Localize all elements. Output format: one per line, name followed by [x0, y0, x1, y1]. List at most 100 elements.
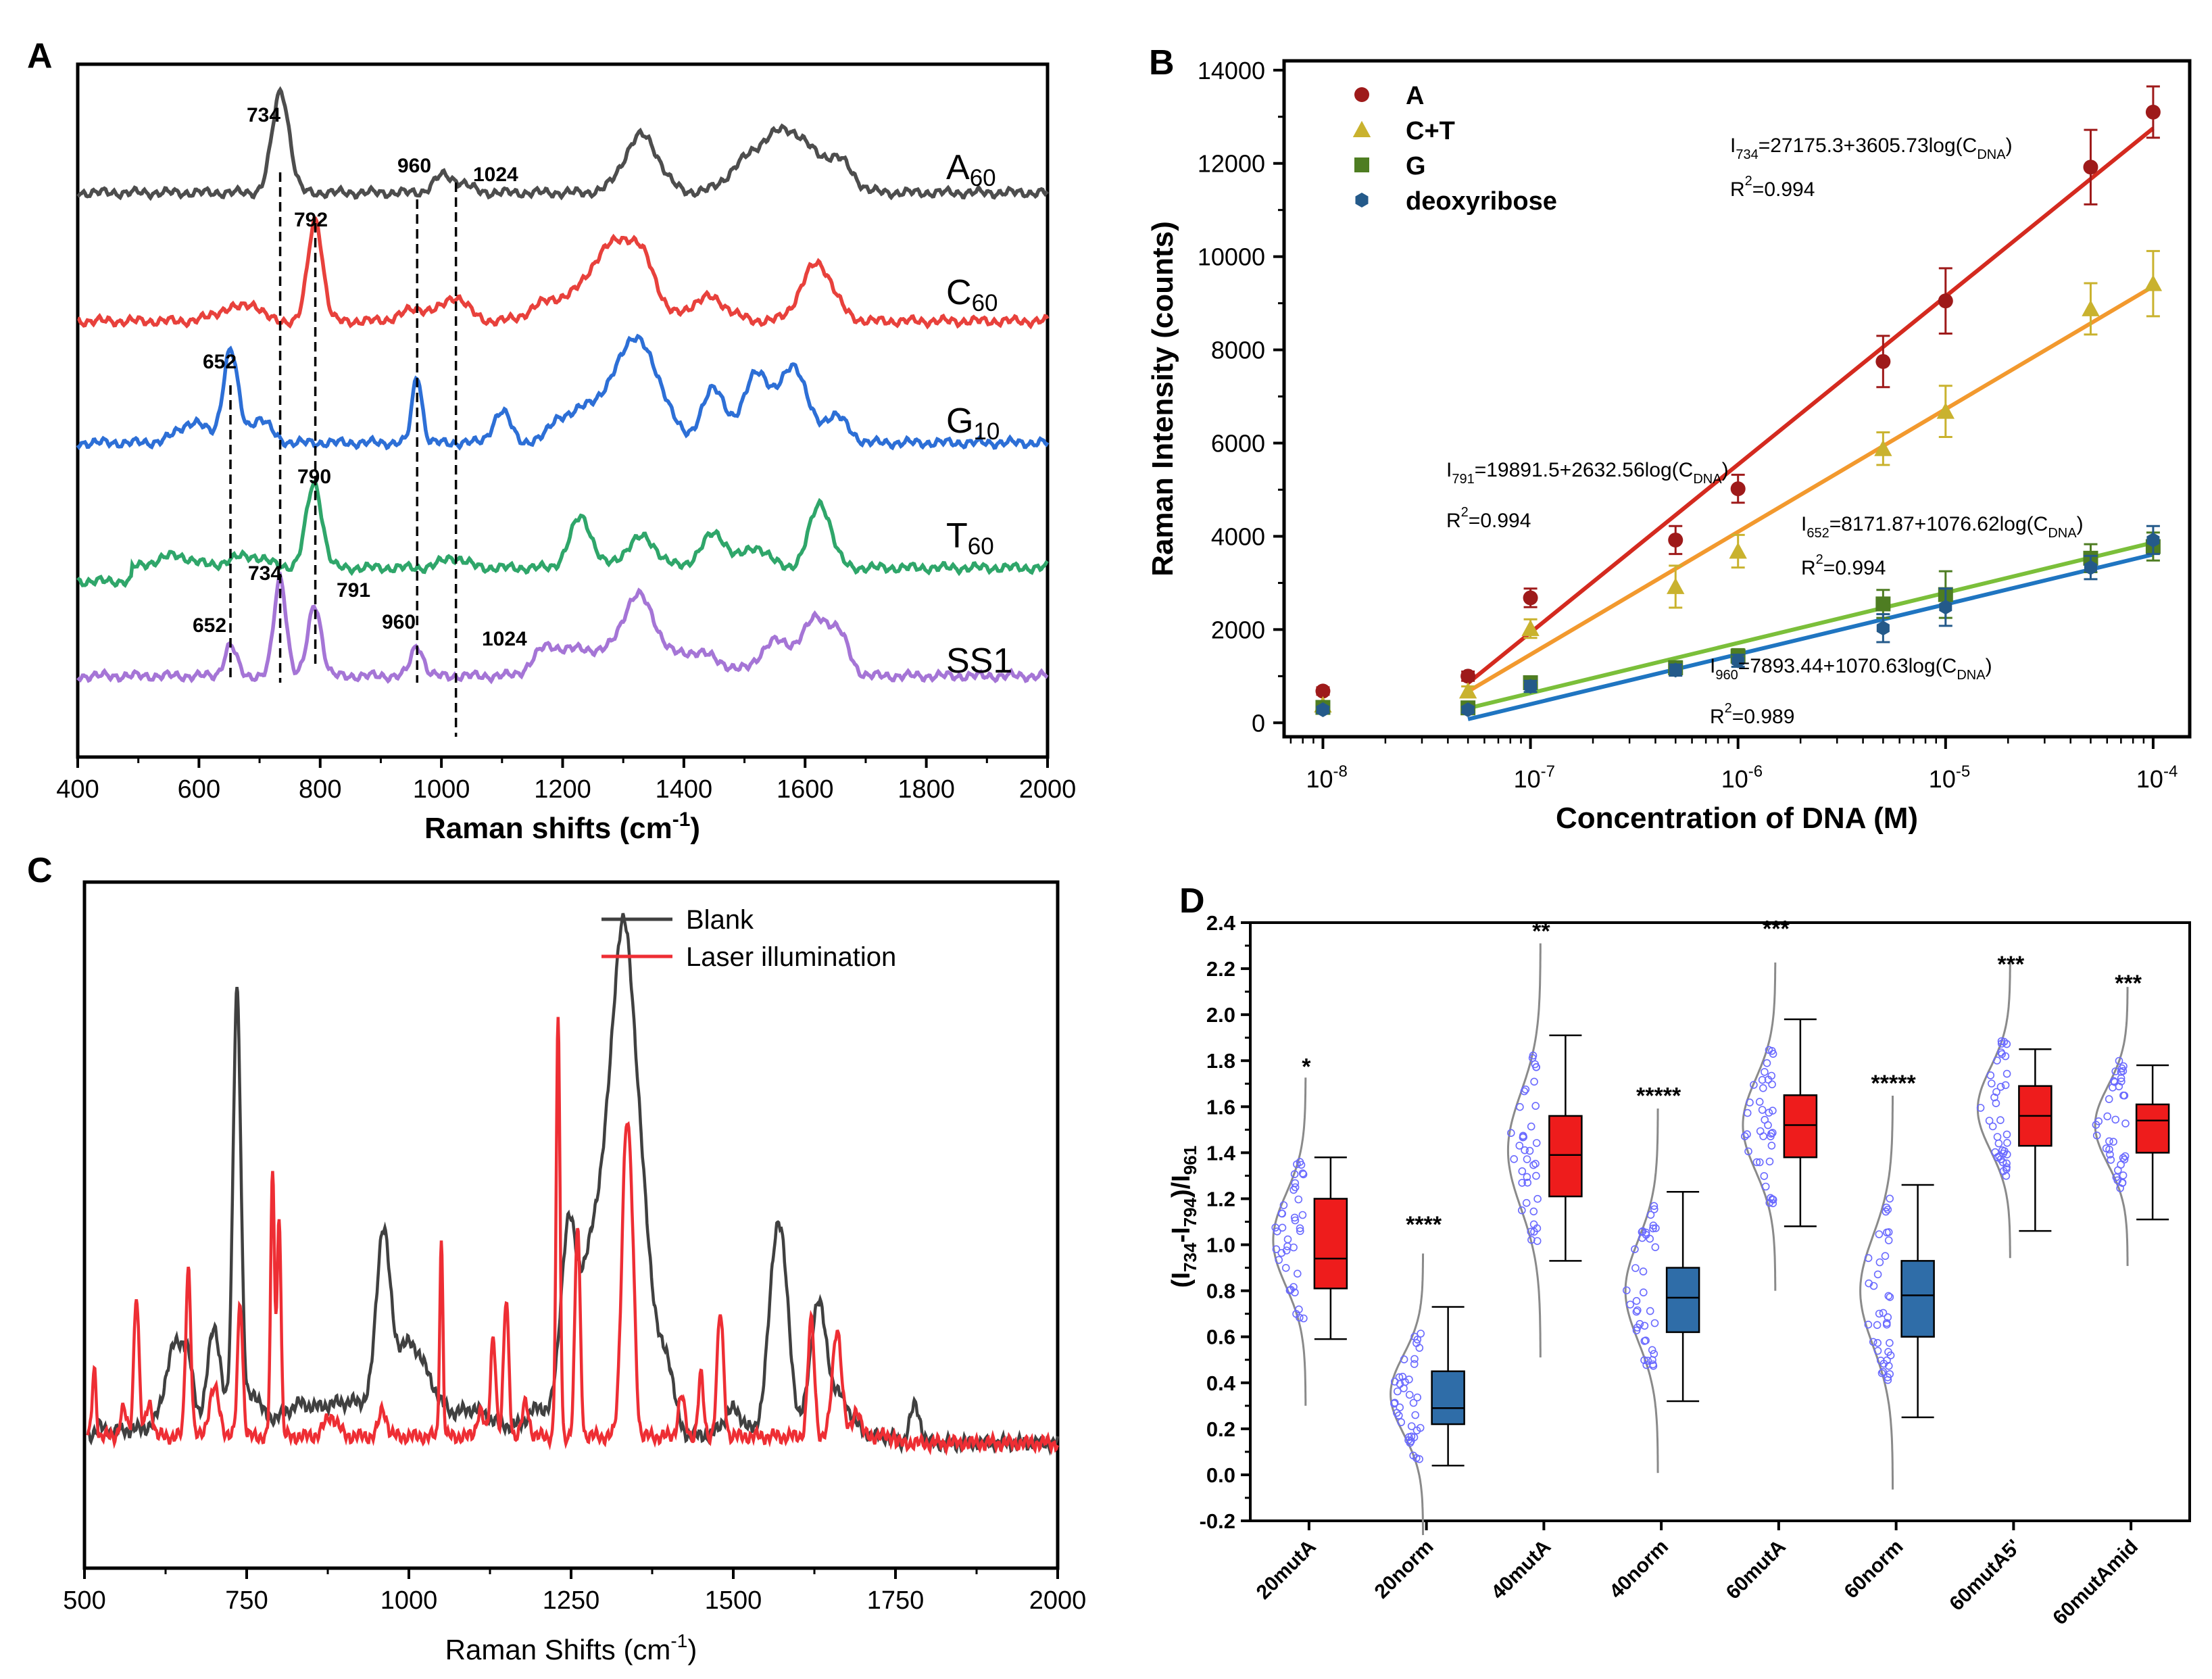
- jitter-point: [1523, 1155, 1531, 1163]
- jitter-point: [1869, 1338, 1877, 1346]
- jitter-point: [1873, 1321, 1882, 1330]
- legend-label: Laser illumination: [686, 942, 896, 972]
- jitter-point: [1884, 1313, 1892, 1321]
- jitter-point: [1631, 1245, 1639, 1253]
- jitter-point: [1761, 1115, 1769, 1124]
- panel-c: C 500 750 1000 1250 1500 1750 2000 Blank Laser …: [27, 851, 1086, 1665]
- jitter-point: [1281, 1264, 1290, 1272]
- jitter-point: [2105, 1095, 2113, 1103]
- box: [1900, 1260, 1935, 1338]
- jitter-point: [1519, 1132, 1527, 1140]
- x-tick-label: 10-4: [2136, 762, 2178, 793]
- jitter-point: [1291, 1179, 1300, 1188]
- significance-label: ****: [1406, 1212, 1442, 1238]
- spectrum-line: [76, 571, 1049, 685]
- jitter-point: [1769, 1199, 1777, 1207]
- significance-label: *: [1302, 1054, 1311, 1080]
- jitter-point: [1296, 1227, 1304, 1236]
- panel-d-boxes: * 20mutA **** 20norm ** 40mutA ***** 40norm *** 6…: [1252, 916, 2170, 1629]
- x-tick-label: 10-8: [1306, 762, 1347, 793]
- y-tick-label: 1.4: [1206, 1141, 1236, 1165]
- legend-label: A: [1406, 82, 1424, 110]
- jitter-point: [1521, 1086, 1530, 1094]
- jitter-point: [1277, 1248, 1286, 1257]
- jitter-point: [1649, 1221, 1658, 1230]
- jitter-point: [1523, 1173, 1531, 1182]
- jitter-point: [1765, 1046, 1773, 1054]
- y-tick-label: 1.2: [1206, 1187, 1235, 1211]
- jitter-point: [1651, 1243, 1660, 1251]
- jitter-point: [1291, 1216, 1300, 1225]
- jitter-point: [1530, 1077, 1538, 1086]
- y-tick-label: 2.2: [1206, 957, 1235, 981]
- jitter-point: [1650, 1205, 1658, 1213]
- jitter-point: [1411, 1411, 1419, 1419]
- data-point: [2146, 533, 2160, 548]
- fit-r-squared: R2=0.994: [1446, 505, 1531, 532]
- box: [1665, 1267, 1700, 1334]
- jitter-point: [1650, 1319, 1659, 1328]
- x-tick-label: 500: [63, 1586, 105, 1615]
- series-label: T60: [946, 516, 994, 560]
- jitter-point: [1985, 1117, 1994, 1125]
- jitter-point: [2002, 1165, 2011, 1173]
- x-tick-label: 1000: [413, 775, 470, 804]
- significance-label: ***: [1998, 952, 2025, 977]
- jitter-point: [1404, 1436, 1412, 1444]
- jitter-point: [1988, 1122, 1997, 1131]
- jitter-point: [1875, 1230, 1884, 1238]
- jitter-point: [1278, 1209, 1286, 1218]
- x-tick-label: 600: [178, 775, 220, 804]
- jitter-point: [1756, 1158, 1764, 1167]
- jitter-point: [1988, 1079, 1996, 1088]
- panel-a: A 400 600 800 1000 1200 1400 1600 1800 2000 734 9…: [27, 36, 1076, 845]
- jitter-point: [1407, 1422, 1416, 1430]
- box-group: ** 40mutA: [1487, 919, 1583, 1604]
- jitter-point: [1529, 1161, 1538, 1169]
- jitter-point: [1884, 1228, 1893, 1236]
- jitter-point: [1413, 1393, 1421, 1402]
- jitter-point: [1877, 1369, 1886, 1378]
- jitter-point: [1273, 1227, 1281, 1236]
- jitter-point: [1994, 1153, 2002, 1161]
- jitter-point: [2001, 1081, 2010, 1090]
- data-point: [1352, 120, 1371, 137]
- significance-label: ***: [1763, 916, 1790, 942]
- peak-label: 1024: [482, 628, 527, 650]
- x-tick-label: 800: [299, 775, 341, 804]
- jitter-point: [1746, 1098, 1754, 1106]
- jitter-point: [2113, 1176, 2121, 1184]
- jitter-point: [1998, 1158, 2007, 1167]
- jitter-point: [1873, 1346, 1882, 1355]
- panel-b-data-points: [1314, 85, 2163, 717]
- jitter-point: [1884, 1373, 1892, 1382]
- panel-d: D -0.2 0.0 0.2 0.4 0.6 0.8 1.0 1.2 1.4 1.6 1.8 2.0 2…: [1167, 881, 2191, 1629]
- y-tick-label: 14000: [1198, 57, 1265, 84]
- spectrum-line: [86, 1017, 1060, 1456]
- peak-label: 792: [294, 209, 328, 231]
- jitter-point: [2002, 1130, 2011, 1139]
- panel-c-xlabel: Raman Shifts (cm-1): [445, 1630, 697, 1665]
- jitter-point: [1755, 1098, 1764, 1106]
- jitter-point: [1518, 1167, 1527, 1175]
- y-tick-label: 0.4: [1206, 1371, 1236, 1395]
- jitter-point: [1986, 1071, 1995, 1079]
- jitter-point: [1405, 1390, 1414, 1399]
- fit-r-squared: R2=0.994: [1730, 174, 1815, 201]
- panel-b: B 0 2000 4000 6000 8000 10000 12000 14000 10-8 10…: [1146, 43, 2192, 835]
- jitter-point: [1750, 1081, 1758, 1089]
- jitter-point: [2120, 1155, 2129, 1164]
- jitter-point: [1409, 1451, 1417, 1460]
- jitter-point: [1639, 1267, 1648, 1275]
- jitter-point: [1644, 1357, 1652, 1365]
- data-point: [1523, 590, 1538, 606]
- series-label: C60: [946, 273, 998, 316]
- panel-b-equations: I734=27175.3+3605.73log(CDNA) R2=0.994 I79…: [1446, 135, 2084, 728]
- jitter-point: [1510, 1155, 1518, 1163]
- data-point: [1524, 679, 1538, 694]
- jitter-point: [1638, 1227, 1647, 1236]
- jitter-point: [1886, 1293, 1894, 1301]
- panel-d-ylabel: (I734-I794)/I961: [1167, 1146, 1200, 1288]
- jitter-point: [1293, 1160, 1301, 1169]
- jitter-point: [2119, 1154, 2128, 1162]
